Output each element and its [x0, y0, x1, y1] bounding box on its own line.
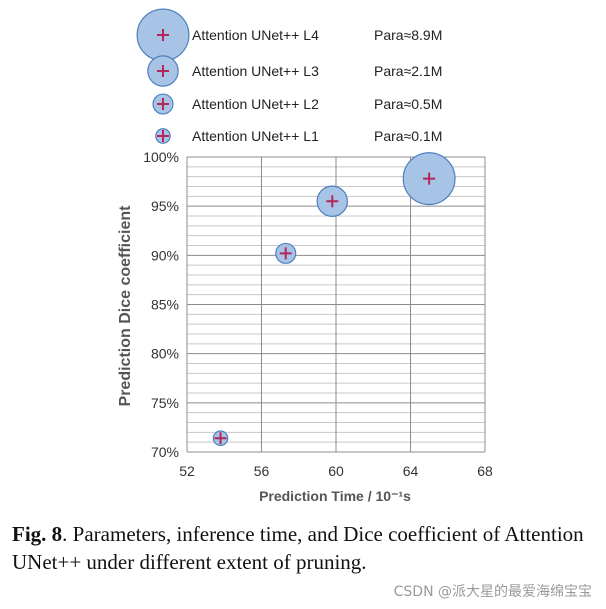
data-marker — [423, 172, 436, 185]
watermark: CSDN @派大星的最爱海绵宝宝 — [393, 584, 592, 600]
y-tick-label: 70% — [151, 444, 179, 460]
y-tick-label: 80% — [151, 346, 179, 362]
legend-param-label: Para≈2.1M — [374, 63, 442, 79]
y-tick-label: 100% — [143, 149, 179, 165]
y-axis-ticks: 70% 75% 80% 85% 90% 95% 100% — [143, 149, 179, 460]
x-tick-label: 60 — [328, 463, 344, 479]
figure-label: Fig. 8 — [12, 522, 63, 546]
data-marker — [214, 432, 227, 445]
data-points — [212, 152, 456, 447]
legend-item: Attention UNet++ L3 Para≈2.1M — [147, 55, 442, 87]
x-tick-label: 64 — [403, 463, 419, 479]
legend-item: Attention UNet++ L4 Para≈8.9M — [136, 8, 442, 62]
legend-series-name: Attention UNet++ L4 — [192, 27, 319, 43]
legend-param-label: Para≈0.5M — [374, 96, 442, 112]
caption-text: . Parameters, inference time, and Dice c… — [12, 522, 584, 574]
legend-marker — [157, 98, 169, 110]
x-tick-label: 68 — [477, 463, 493, 479]
y-tick-label: 75% — [151, 395, 179, 411]
legend-item: Attention UNet++ L2 Para≈0.5M — [152, 93, 442, 115]
legend-item: Attention UNet++ L1 Para≈0.1M — [155, 128, 442, 144]
legend-marker — [157, 130, 169, 142]
y-tick-label: 90% — [151, 247, 179, 263]
legend-series-name: Attention UNet++ L3 — [192, 63, 319, 79]
data-point — [316, 185, 349, 217]
legend-series-name: Attention UNet++ L2 — [192, 96, 319, 112]
y-tick-label: 85% — [151, 297, 179, 313]
x-axis-label: Prediction Time / 10⁻¹s — [259, 488, 411, 504]
data-point — [402, 152, 456, 206]
data-marker — [326, 195, 339, 208]
data-point — [212, 430, 229, 447]
legend-series-name: Attention UNet++ L1 — [192, 128, 319, 144]
y-axis-label: Prediction Dice coefficient — [117, 205, 134, 407]
legend-marker — [157, 29, 169, 41]
x-tick-label: 56 — [254, 463, 270, 479]
x-tick-label: 52 — [179, 463, 195, 479]
legend-marker — [157, 65, 169, 77]
legend-param-label: Para≈0.1M — [374, 128, 442, 144]
figure-caption: Fig. 8. Parameters, inference time, and … — [12, 520, 597, 576]
y-tick-label: 95% — [151, 198, 179, 214]
data-marker — [279, 247, 292, 260]
legend-param-label: Para≈8.9M — [374, 27, 442, 43]
x-axis-ticks: 52 56 60 64 68 — [179, 463, 493, 479]
data-point — [275, 242, 297, 264]
